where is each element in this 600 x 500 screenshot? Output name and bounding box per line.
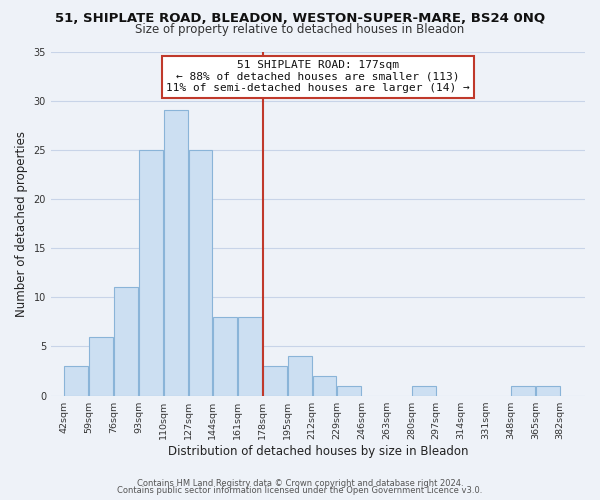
Bar (511, 386, 535, 396)
X-axis label: Distribution of detached houses by size in Bleadon: Distribution of detached houses by size … (168, 444, 468, 458)
Bar (313, 376, 337, 396)
Bar (288, 356, 311, 396)
Bar (337, 386, 361, 396)
Text: Size of property relative to detached houses in Bleadon: Size of property relative to detached ho… (136, 22, 464, 36)
Bar (139, 150, 163, 396)
Bar (164, 110, 188, 396)
Bar (114, 288, 138, 396)
Bar (214, 317, 237, 396)
Bar (263, 366, 287, 396)
Bar (64, 366, 88, 396)
Bar (412, 386, 436, 396)
Text: Contains HM Land Registry data © Crown copyright and database right 2024.: Contains HM Land Registry data © Crown c… (137, 478, 463, 488)
Y-axis label: Number of detached properties: Number of detached properties (15, 130, 28, 316)
Text: Contains public sector information licensed under the Open Government Licence v3: Contains public sector information licen… (118, 486, 482, 495)
Text: 51, SHIPLATE ROAD, BLEADON, WESTON-SUPER-MARE, BS24 0NQ: 51, SHIPLATE ROAD, BLEADON, WESTON-SUPER… (55, 12, 545, 26)
Bar (188, 150, 212, 396)
Bar (536, 386, 560, 396)
Bar (89, 336, 113, 396)
Bar (238, 317, 262, 396)
Text: 51 SHIPLATE ROAD: 177sqm
← 88% of detached houses are smaller (113)
11% of semi-: 51 SHIPLATE ROAD: 177sqm ← 88% of detach… (166, 60, 470, 94)
